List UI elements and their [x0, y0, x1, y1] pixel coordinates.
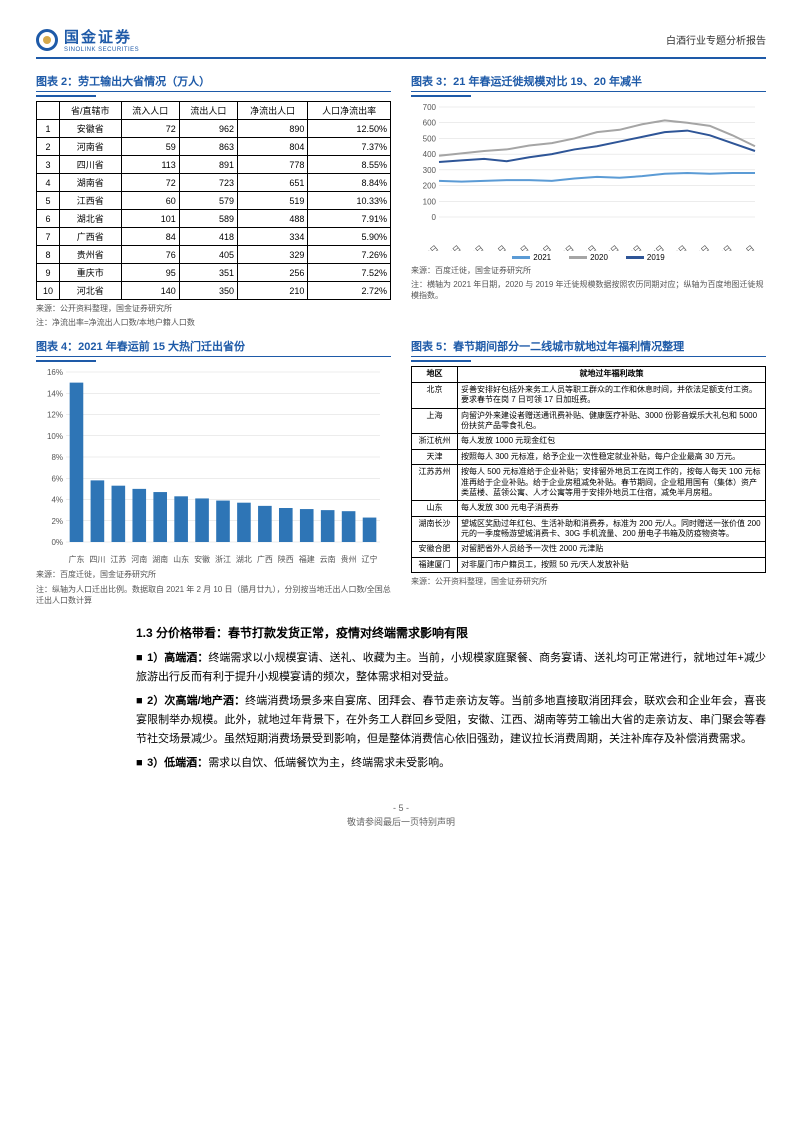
- table-row: 3四川省1138917788.55%: [37, 156, 391, 174]
- svg-text:江苏: 江苏: [110, 554, 126, 564]
- svg-text:600: 600: [423, 119, 437, 128]
- table-row: 浙江杭州每人发放 1000 元现金红包: [412, 434, 766, 449]
- svg-text:2月5日: 2月5日: [596, 244, 621, 251]
- table-row: 1安徽省7296289012.50%: [37, 120, 391, 138]
- svg-text:福建: 福建: [299, 554, 315, 564]
- svg-text:2月7日: 2月7日: [641, 244, 666, 251]
- chart4-source: 来源：百度迁徙，国金证券研究所: [36, 569, 391, 580]
- svg-text:陕西: 陕西: [278, 554, 294, 564]
- logo: 国金证券 SINOLINK SECURITIES: [36, 26, 139, 53]
- legend-item: 2021: [512, 253, 551, 262]
- svg-text:2月6日: 2月6日: [619, 244, 644, 251]
- table-row: 江苏苏州按每人 500 元标准给于企业补贴；安排留外地员工在岗工作的，按每人每天…: [412, 465, 766, 501]
- section-heading: 1.3 分价格带看：春节打款发货正常，疫情对终端需求影响有限: [136, 624, 766, 641]
- svg-text:1月28日: 1月28日: [412, 244, 440, 251]
- table-row: 8贵州省764053297.26%: [37, 246, 391, 264]
- svg-text:2月3日: 2月3日: [551, 244, 576, 251]
- table-row: 4湖南省727236518.84%: [37, 174, 391, 192]
- chart4-note: 注：纵轴为人口迁出比例。数据取自 2021 年 2 月 10 日（腊月廿九），分…: [36, 584, 391, 606]
- table-row: 10河北省1403502102.72%: [37, 282, 391, 300]
- svg-text:山东: 山东: [173, 554, 189, 564]
- chart4-title: 图表 4：2021 年春运前 15 大热门迁出省份: [36, 338, 391, 357]
- chart2-table: 省/直辖市流入人口流出人口净流出人口人口净流出率 1安徽省7296289012.…: [36, 101, 391, 300]
- svg-text:400: 400: [423, 150, 437, 159]
- table-row: 2河南省598638047.37%: [37, 138, 391, 156]
- svg-text:广东: 广东: [68, 554, 84, 564]
- svg-text:湖南: 湖南: [152, 554, 168, 564]
- paragraph-3: ■ 3）低端酒：需求以自饮、低端餐饮为主，终端需求未受影响。: [136, 754, 766, 773]
- paragraph-1: ■ 1）高端酒：终端需求以小规模宴请、送礼、收藏为主。当前，小规模家庭聚餐、商务…: [136, 649, 766, 686]
- table-row: 5江西省6057951910.33%: [37, 192, 391, 210]
- svg-text:100: 100: [423, 197, 437, 206]
- svg-text:300: 300: [423, 166, 437, 175]
- svg-text:广西: 广西: [257, 554, 273, 564]
- svg-text:2月4日: 2月4日: [573, 244, 598, 251]
- svg-text:500: 500: [423, 134, 437, 143]
- chart5-title: 图表 5：春节期间部分一二线城市就地过年福利情况整理: [411, 338, 766, 357]
- chart2-source: 来源：公开资料整理，国金证券研究所: [36, 303, 391, 314]
- svg-text:河南: 河南: [131, 554, 147, 564]
- svg-text:16%: 16%: [47, 368, 63, 377]
- logo-icon: [36, 29, 58, 51]
- table-row: 上海向留沪外来建设者赠送通讯费补贴、健康医疗补贴、3000 份影音娱乐大礼包和 …: [412, 408, 766, 434]
- svg-text:0%: 0%: [51, 538, 63, 547]
- chart2-title: 图表 2：劳工输出大省情况（万人）: [36, 73, 391, 92]
- svg-text:云南: 云南: [320, 554, 336, 564]
- chart3-source: 来源：百度迁徙，国金证券研究所: [411, 265, 766, 276]
- chart3-line-chart: 01002003004005006007001月28日1月29日1月30日1月3…: [411, 101, 766, 251]
- svg-text:安徽: 安徽: [194, 554, 210, 564]
- disclaimer: 敬请参阅最后一页特别声明: [36, 815, 766, 828]
- legend-item: 2020: [569, 253, 608, 262]
- table-row: 9重庆市953512567.52%: [37, 264, 391, 282]
- table-row: 福建厦门对非厦门市户籍员工，按照 50 元/天人发放补贴: [412, 557, 766, 572]
- table-row: 湖南长沙望城区奖励过年红包、生活补助和消费券，标准为 200 元/人。同时赠送一…: [412, 516, 766, 542]
- svg-text:14%: 14%: [47, 390, 63, 399]
- table-row: 6湖北省1015894887.91%: [37, 210, 391, 228]
- svg-text:湖北: 湖北: [236, 555, 252, 564]
- svg-text:2月8日: 2月8日: [664, 244, 689, 251]
- chart5-source: 来源：公开资料整理，国金证券研究所: [411, 576, 766, 587]
- svg-text:贵州: 贵州: [341, 554, 357, 564]
- document-title: 白酒行业专题分析报告: [666, 32, 766, 47]
- svg-text:2月1日: 2月1日: [506, 244, 531, 251]
- svg-text:2月2日: 2月2日: [528, 244, 553, 251]
- svg-text:6%: 6%: [51, 475, 63, 484]
- svg-text:0: 0: [432, 213, 437, 222]
- svg-text:8%: 8%: [51, 453, 63, 462]
- table-row: 北京妥善安排好包括外来务工人员等职工群众的工作和休息时间，并依法足额支付工资。要…: [412, 382, 766, 408]
- table-row: 天津按照每人 300 元标准，给予企业一次性稳定就业补贴，每户企业最高 30 万…: [412, 449, 766, 464]
- chart3-title: 图表 3：21 年春运迁徙规模对比 19、20 年减半: [411, 73, 766, 92]
- page-number: - 5 -: [36, 803, 766, 813]
- table-row: 7广西省844183345.90%: [37, 228, 391, 246]
- legend-item: 2019: [626, 253, 665, 262]
- svg-text:2%: 2%: [51, 517, 63, 526]
- page-footer: - 5 - 敬请参阅最后一页特别声明: [36, 803, 766, 828]
- svg-text:辽宁: 辽宁: [362, 554, 378, 564]
- chart2-note: 注：净流出率=净流出人口数/本地户籍人口数: [36, 317, 391, 328]
- svg-text:4%: 4%: [51, 496, 63, 505]
- table-row: 山东每人发放 300 元电子消费券: [412, 501, 766, 516]
- page-header: 国金证券 SINOLINK SECURITIES 白酒行业专题分析报告: [36, 26, 766, 59]
- chart3-note: 注：横轴为 2021 年日期，2020 与 2019 年迁徙规模数据按照农历同期…: [411, 279, 766, 301]
- paragraph-2: ■ 2）次高端/地产酒：终端消费场景多来自宴席、团拜会、春节走亲访友等。当前多地…: [136, 692, 766, 748]
- logo-cn: 国金证券: [64, 26, 139, 47]
- logo-en: SINOLINK SECURITIES: [64, 47, 139, 53]
- table-row: 安徽合肥对留肥省外人员给予一次性 2000 元津贴: [412, 542, 766, 557]
- chart4-bar-chart: 0% 2% 4% 6% 8% 10% 12% 14% 16% 广东四川江苏河南湖南山东安徽浙江湖北…: [36, 366, 391, 566]
- svg-text:10%: 10%: [47, 432, 63, 441]
- svg-text:200: 200: [423, 182, 437, 191]
- svg-text:2月9日: 2月9日: [686, 244, 711, 251]
- svg-text:浙江: 浙江: [215, 554, 231, 564]
- svg-text:12%: 12%: [47, 411, 63, 420]
- chart5-table: 地区就地过年福利政策 北京妥善安排好包括外来务工人员等职工群众的工作和休息时间，…: [411, 366, 766, 573]
- chart3-legend: 2021 2020 2019: [411, 253, 766, 262]
- svg-text:四川: 四川: [89, 555, 105, 564]
- svg-text:700: 700: [423, 103, 437, 112]
